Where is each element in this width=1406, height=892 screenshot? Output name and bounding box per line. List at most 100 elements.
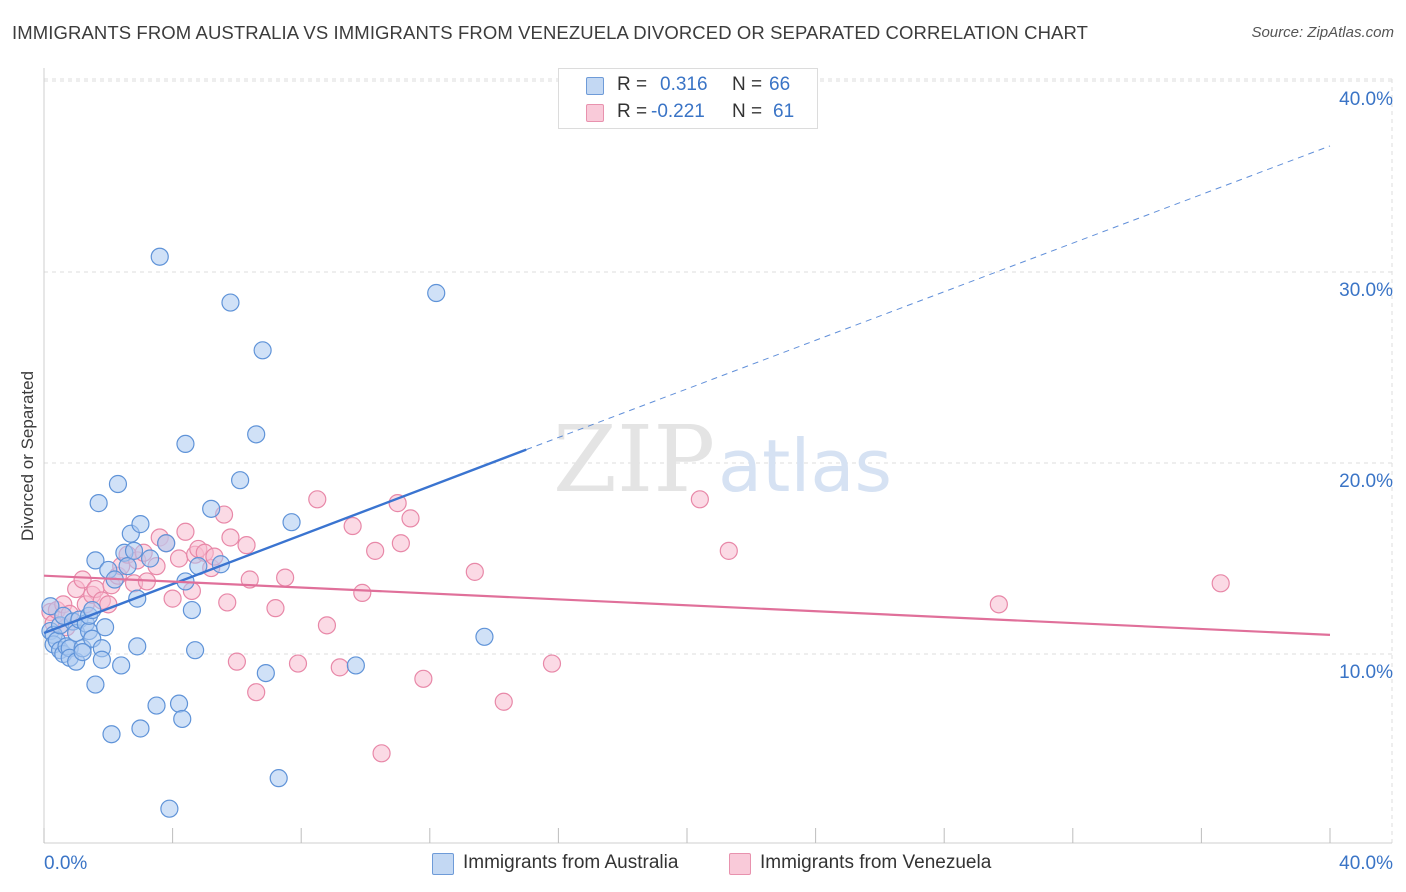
- n-label: N =: [732, 101, 763, 122]
- watermark-zip: ZIP: [553, 406, 715, 513]
- n-value: 61: [773, 101, 795, 122]
- point-australia: [112, 656, 131, 675]
- point-australia: [186, 641, 205, 660]
- stat-row-australia: R = 0.316 N = 66: [559, 74, 817, 100]
- point-venezuela: [690, 490, 709, 509]
- point-australia: [150, 247, 169, 266]
- point-venezuela: [247, 683, 266, 702]
- trend-australia: [43, 448, 527, 635]
- point-venezuela: [372, 744, 391, 763]
- point-australia: [427, 283, 446, 303]
- legend-label-australia: Immigrants from Australia: [463, 852, 679, 873]
- series-venezuela-points: [41, 490, 1230, 763]
- point-venezuela: [308, 490, 327, 509]
- point-venezuela: [353, 583, 372, 602]
- point-australia: [221, 293, 240, 312]
- point-australia: [92, 650, 111, 669]
- point-venezuela: [227, 652, 246, 671]
- point-venezuela: [73, 570, 92, 589]
- point-venezuela: [221, 528, 240, 547]
- point-venezuela: [176, 522, 195, 541]
- point-venezuela: [719, 541, 738, 560]
- y-tick-label: 10.0%: [1339, 662, 1393, 683]
- point-australia: [95, 618, 115, 637]
- point-venezuela: [414, 669, 433, 688]
- x-tick-label-min: 0.0%: [44, 853, 87, 874]
- point-australia: [102, 725, 121, 744]
- point-australia: [86, 551, 105, 570]
- point-australia: [231, 471, 250, 490]
- point-australia: [157, 534, 176, 553]
- series-australia-points: [41, 247, 494, 818]
- point-venezuela: [330, 658, 349, 677]
- point-venezuela: [542, 654, 562, 673]
- r-value: -0.221: [651, 101, 705, 122]
- r-label: R =: [617, 74, 648, 95]
- point-australia: [128, 637, 147, 656]
- point-venezuela: [343, 516, 362, 536]
- point-venezuela: [237, 536, 256, 555]
- watermark-atlas: atlas: [718, 424, 892, 508]
- tick-labels: 10.0% 20.0% 30.0% 40.0% 0.0% 40.0%: [44, 89, 1393, 874]
- y-tick-label: 30.0%: [1339, 280, 1393, 301]
- point-australia: [256, 663, 275, 683]
- venezuela-legend-swatch: [729, 853, 751, 875]
- point-australia: [73, 642, 92, 662]
- y-tick-label: 40.0%: [1339, 89, 1393, 110]
- point-australia: [282, 513, 301, 532]
- point-venezuela: [317, 616, 337, 635]
- point-venezuela: [391, 534, 410, 553]
- point-australia: [124, 541, 144, 560]
- point-australia: [86, 675, 105, 694]
- point-australia: [202, 499, 221, 518]
- point-australia: [269, 769, 288, 788]
- x-tick-label-max: 40.0%: [1339, 853, 1393, 874]
- point-australia: [118, 557, 137, 576]
- point-venezuela: [240, 570, 259, 589]
- chart-title: IMMIGRANTS FROM AUSTRALIA VS IMMIGRANTS …: [12, 22, 1089, 43]
- point-australia: [169, 694, 189, 713]
- point-australia: [475, 627, 494, 646]
- point-australia: [108, 474, 128, 494]
- stat-legend: R = 0.316 N = 66 R = -0.221 N = 61: [558, 68, 818, 129]
- point-australia: [89, 494, 108, 513]
- point-australia: [160, 799, 179, 818]
- trend-australia-projection: [526, 145, 1331, 451]
- axes: [43, 68, 1392, 844]
- point-venezuela: [1211, 574, 1230, 593]
- point-australia: [182, 600, 201, 620]
- point-australia: [247, 425, 266, 444]
- point-venezuela: [266, 599, 285, 618]
- point-australia: [140, 549, 160, 568]
- trend-venezuela: [43, 574, 1331, 636]
- point-australia: [41, 597, 60, 616]
- y-tick-label: 20.0%: [1339, 471, 1393, 492]
- point-australia: [346, 656, 365, 675]
- point-venezuela: [989, 595, 1008, 614]
- point-australia: [147, 696, 166, 715]
- point-australia: [253, 341, 272, 360]
- point-venezuela: [494, 692, 513, 711]
- point-australia: [131, 719, 150, 738]
- point-australia: [176, 434, 195, 453]
- n-value: 66: [769, 74, 791, 95]
- r-value: 0.316: [660, 74, 708, 95]
- source-label: Source: ZipAtlas.com: [1251, 24, 1394, 41]
- point-venezuela: [366, 541, 385, 560]
- australia-legend-swatch: [432, 853, 454, 875]
- point-australia: [173, 709, 192, 729]
- trend-lines: [43, 145, 1331, 636]
- n-label: N =: [732, 74, 763, 95]
- watermark: ZIP atlas: [553, 406, 892, 513]
- point-venezuela: [288, 654, 308, 673]
- point-venezuela: [465, 562, 484, 581]
- stat-row-venezuela: R = -0.221 N = 61: [559, 101, 817, 127]
- venezuela-swatch: [586, 104, 604, 122]
- australia-swatch: [586, 77, 604, 95]
- legend-label-venezuela: Immigrants from Venezuela: [760, 852, 992, 873]
- point-venezuela: [218, 593, 237, 612]
- point-venezuela: [163, 589, 182, 608]
- point-venezuela: [169, 549, 189, 568]
- point-australia: [131, 515, 150, 534]
